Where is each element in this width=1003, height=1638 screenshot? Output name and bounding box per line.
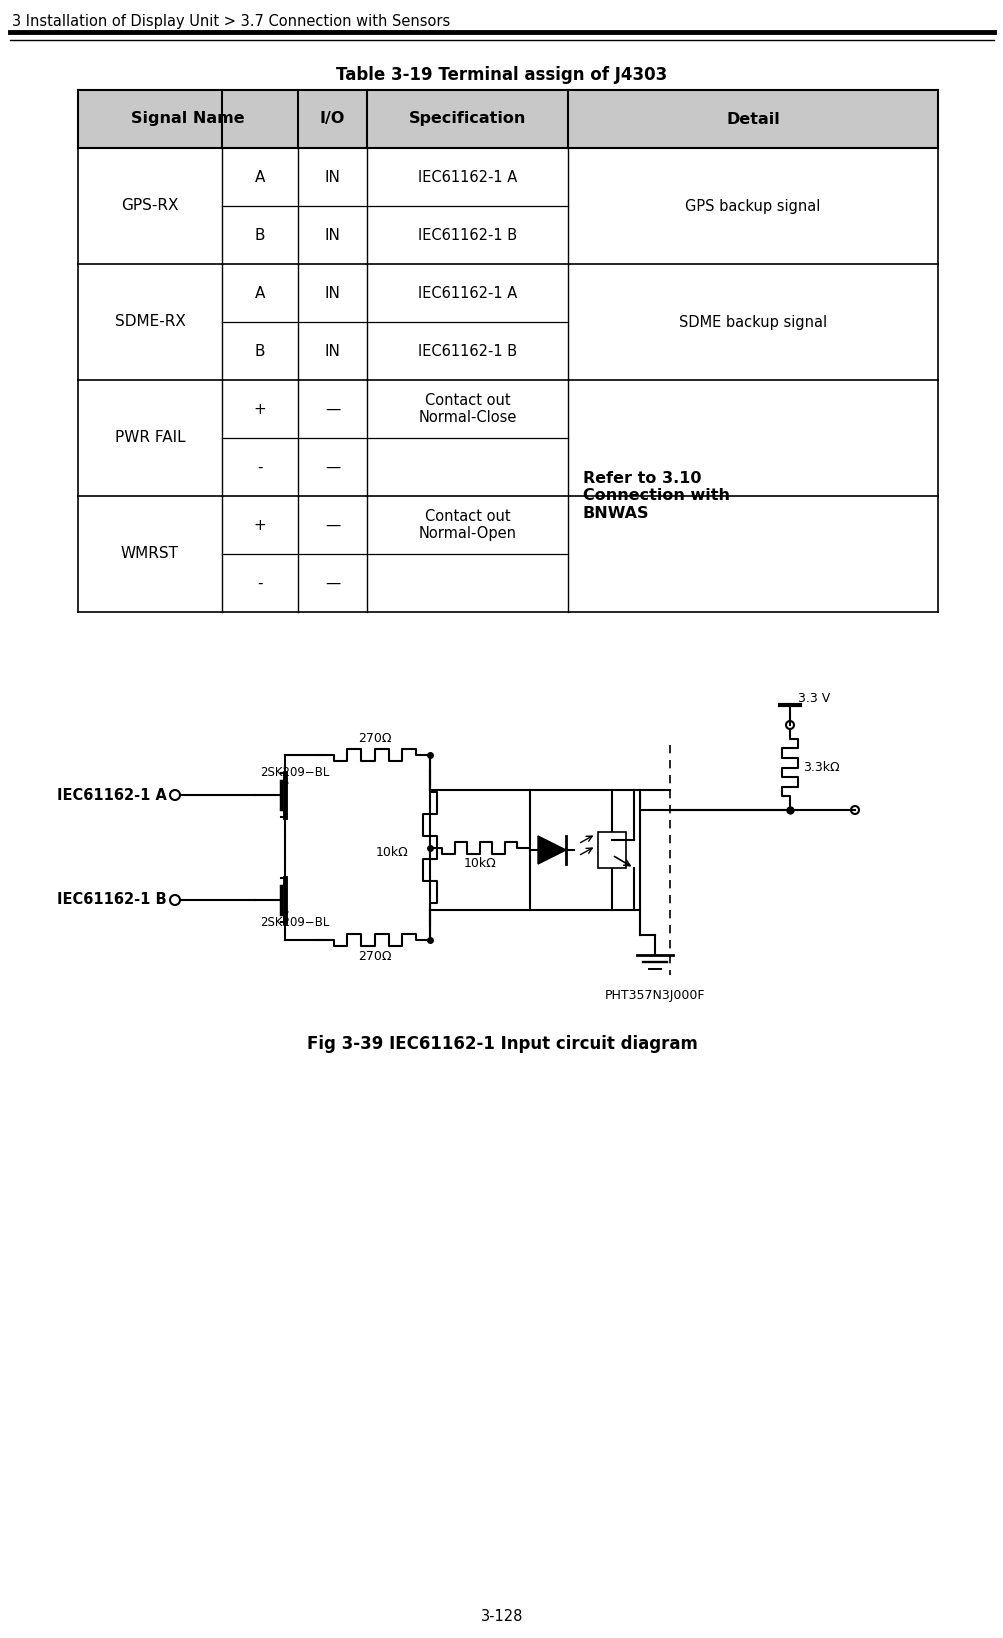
Text: IEC61162-1 A: IEC61162-1 A (417, 169, 517, 185)
Polygon shape (538, 835, 566, 863)
Text: +: + (254, 518, 266, 532)
Text: IEC61162-1 B: IEC61162-1 B (57, 893, 166, 907)
Text: Contact out
Normal-Open: Contact out Normal-Open (418, 509, 516, 541)
Text: Contact out
Normal-Close: Contact out Normal-Close (418, 393, 517, 426)
Text: 270Ω: 270Ω (358, 732, 391, 745)
Text: Refer to 3.10
Connection with
BNWAS: Refer to 3.10 Connection with BNWAS (583, 472, 729, 521)
Text: A: A (255, 169, 265, 185)
Text: IEC61162-1 A: IEC61162-1 A (417, 285, 517, 300)
Text: -: - (257, 460, 263, 475)
Text: Signal Name: Signal Name (131, 111, 245, 126)
Text: GPS-RX: GPS-RX (121, 198, 179, 213)
Text: Table 3-19 Terminal assign of J4303: Table 3-19 Terminal assign of J4303 (336, 66, 667, 84)
Text: 3.3kΩ: 3.3kΩ (802, 762, 839, 775)
Text: IEC61162-1 B: IEC61162-1 B (417, 344, 517, 359)
Bar (78, 90, 937, 147)
Text: I/O: I/O (320, 111, 345, 126)
Text: —: — (325, 575, 340, 591)
Text: 10kΩ: 10kΩ (463, 857, 495, 870)
Text: -: - (257, 575, 263, 591)
Text: IN: IN (324, 169, 340, 185)
Text: —: — (325, 518, 340, 532)
Text: IEC61162-1 A: IEC61162-1 A (57, 788, 166, 803)
Text: 2SK209−BL: 2SK209−BL (260, 767, 329, 780)
Text: B: B (255, 228, 265, 242)
Text: 270Ω: 270Ω (358, 950, 391, 963)
Text: 3 Installation of Display Unit > 3.7 Connection with Sensors: 3 Installation of Display Unit > 3.7 Con… (12, 15, 449, 29)
Text: PWR FAIL: PWR FAIL (114, 431, 186, 446)
Text: WMRST: WMRST (121, 547, 179, 562)
Text: SDME backup signal: SDME backup signal (678, 314, 826, 329)
Text: —: — (325, 460, 340, 475)
Text: IN: IN (324, 344, 340, 359)
Text: B: B (255, 344, 265, 359)
Text: Specification: Specification (408, 111, 526, 126)
Text: SDME-RX: SDME-RX (114, 314, 186, 329)
Text: IN: IN (324, 228, 340, 242)
Text: 3.3 V: 3.3 V (797, 691, 829, 704)
Bar (598, 832, 626, 868)
Text: GPS backup signal: GPS backup signal (685, 198, 819, 213)
Text: IN: IN (324, 285, 340, 300)
Text: PHT357N3J000F: PHT357N3J000F (604, 989, 704, 1002)
Text: Detail: Detail (725, 111, 779, 126)
Text: 2SK209−BL: 2SK209−BL (260, 916, 329, 929)
Text: 10kΩ: 10kΩ (375, 845, 408, 858)
Text: +: + (254, 401, 266, 416)
Text: Fig 3-39 IEC61162-1 Input circuit diagram: Fig 3-39 IEC61162-1 Input circuit diagra… (306, 1035, 697, 1053)
Text: —: — (325, 401, 340, 416)
Bar (530, 790, 639, 911)
Text: IEC61162-1 B: IEC61162-1 B (417, 228, 517, 242)
Text: A: A (255, 285, 265, 300)
Text: 3-128: 3-128 (480, 1609, 523, 1623)
